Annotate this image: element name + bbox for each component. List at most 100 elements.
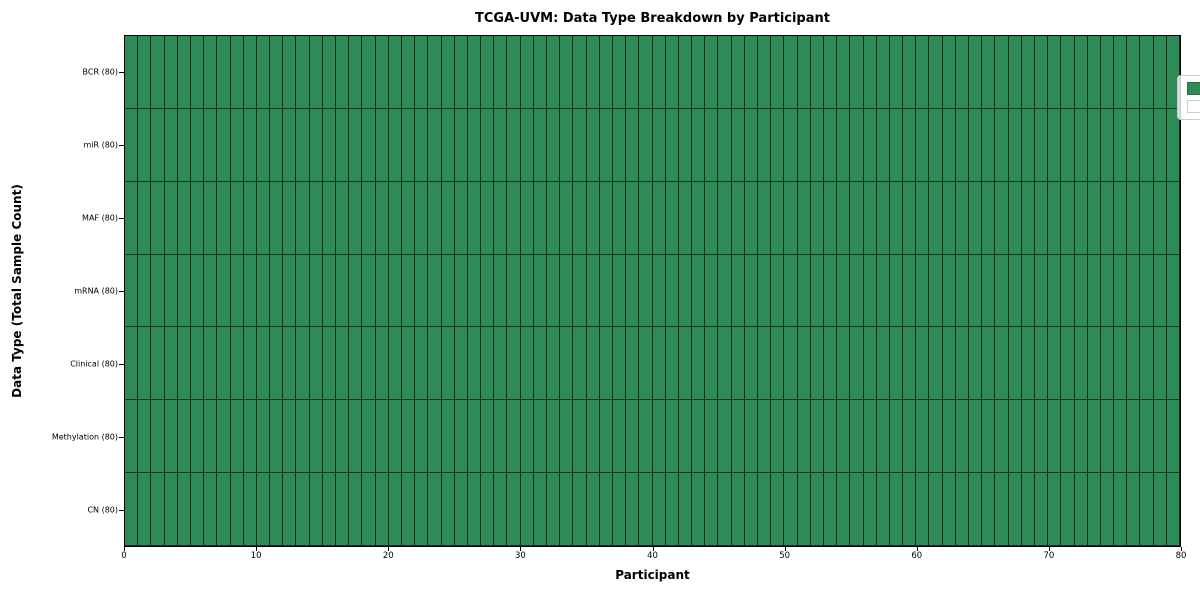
heatmap-cell <box>665 108 679 182</box>
heatmap-cell <box>955 473 969 546</box>
heatmap-cell <box>586 108 600 182</box>
heatmap-cell <box>283 108 297 182</box>
heatmap-cell <box>731 327 745 401</box>
x-tick-label: 80 <box>1175 551 1187 561</box>
heatmap-cell <box>771 181 785 255</box>
heatmap-cell <box>1114 254 1128 328</box>
heatmap-cell <box>256 108 271 182</box>
heatmap-cell <box>995 36 1009 109</box>
heatmap-cell <box>929 254 943 328</box>
heatmap-cell <box>415 473 429 546</box>
heatmap-cell <box>929 327 943 401</box>
heatmap-cell <box>1061 254 1075 328</box>
heatmap-cell <box>270 400 284 474</box>
heatmap-cell <box>771 400 785 474</box>
heatmap-cell <box>639 473 653 546</box>
heatmap-cell <box>1021 400 1035 474</box>
heatmap-cell <box>336 400 350 474</box>
heatmap-cell <box>1048 36 1062 109</box>
heatmap-cell <box>705 108 719 182</box>
heatmap-cell <box>217 400 231 474</box>
heatmap-cell <box>1061 181 1075 255</box>
heatmap-cell <box>164 181 178 255</box>
heatmap-cell <box>441 108 455 182</box>
heatmap-cell <box>125 36 139 109</box>
heatmap-cell <box>454 473 468 546</box>
heatmap-cell <box>164 400 178 474</box>
heatmap-cell <box>903 400 917 474</box>
heatmap-cell <box>243 181 257 255</box>
heatmap-cell <box>784 327 798 401</box>
heatmap-cell <box>599 254 613 328</box>
heatmap-cell <box>481 254 495 328</box>
heatmap-cell <box>1153 254 1167 328</box>
x-tick-label: 10 <box>250 551 262 561</box>
heatmap-cell <box>1061 327 1075 401</box>
heatmap-cell <box>467 473 482 546</box>
heatmap-cell <box>929 473 943 546</box>
heatmap-cell <box>533 254 547 328</box>
heatmap-cell <box>903 181 917 255</box>
heatmap-cell <box>797 254 811 328</box>
heatmap-cell <box>639 327 653 401</box>
heatmap-cell <box>863 473 877 546</box>
heatmap-cell <box>230 254 244 328</box>
heatmap-cell <box>494 108 508 182</box>
heatmap-cell <box>401 400 416 474</box>
heatmap-cell <box>467 254 482 328</box>
heatmap-cell <box>1153 327 1167 401</box>
heatmap-cell <box>151 254 165 328</box>
heatmap-cell <box>388 327 402 401</box>
heatmap-cell <box>665 36 679 109</box>
heatmap-cell <box>1114 473 1128 546</box>
heatmap-cell <box>823 473 838 546</box>
heatmap-cell <box>230 473 244 546</box>
heatmap-cell <box>125 473 139 546</box>
heatmap-cell <box>164 473 178 546</box>
heatmap-cell <box>151 108 165 182</box>
heatmap-cell <box>309 473 323 546</box>
heatmap-cell <box>586 327 600 401</box>
heatmap-cell <box>190 36 205 109</box>
heatmap-cell <box>375 473 389 546</box>
heatmap-cell <box>823 327 838 401</box>
heatmap-cell <box>692 473 706 546</box>
heatmap-cell <box>626 400 640 474</box>
heatmap-cell <box>1074 473 1088 546</box>
heatmap-cell <box>718 400 732 474</box>
heatmap-cell <box>507 400 521 474</box>
heatmap-cell <box>138 181 152 255</box>
heatmap-cell <box>217 108 231 182</box>
heatmap-cell <box>415 36 429 109</box>
heatmap-cell <box>283 181 297 255</box>
x-tick-mark <box>784 547 786 551</box>
heatmap-cell <box>942 36 956 109</box>
heatmap-cell <box>573 36 587 109</box>
heatmap-cell <box>692 327 706 401</box>
heatmap-cell <box>837 181 851 255</box>
heatmap-cell <box>784 36 798 109</box>
heatmap-cell <box>1034 473 1049 546</box>
heatmap-cell <box>230 327 244 401</box>
heatmap-cell <box>784 400 798 474</box>
heatmap-cell <box>1021 36 1035 109</box>
heatmap-cell <box>850 36 864 109</box>
heatmap-cell <box>177 181 191 255</box>
heatmap-cell <box>1048 181 1062 255</box>
heatmap-cell <box>138 327 152 401</box>
heatmap-cell <box>823 400 838 474</box>
heatmap-cell <box>547 36 561 109</box>
heatmap-cell <box>678 36 693 109</box>
y-tick-mark <box>119 364 124 366</box>
heatmap-cell <box>1114 108 1128 182</box>
heatmap-cell <box>547 327 561 401</box>
heatmap-cell <box>903 473 917 546</box>
heatmap-cell <box>1140 400 1154 474</box>
heatmap-cell <box>283 327 297 401</box>
heatmap-cell <box>612 254 627 328</box>
heatmap-cell <box>520 327 534 401</box>
heatmap-cell <box>969 181 983 255</box>
heatmap-cell <box>1087 327 1101 401</box>
heatmap-cell <box>942 108 956 182</box>
legend-swatch-present <box>1187 82 1200 95</box>
